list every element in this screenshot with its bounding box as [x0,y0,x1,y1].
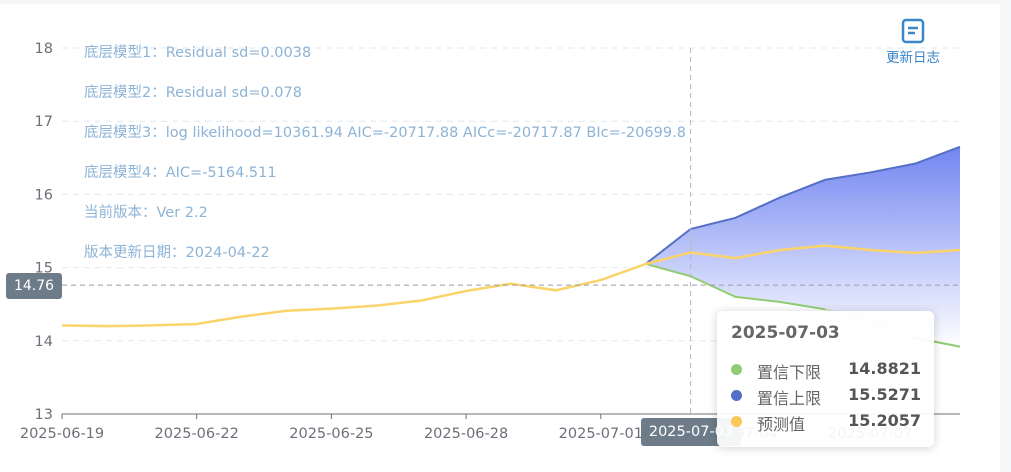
y-tick-label: 17 [35,114,53,130]
tooltip: 2025-07-03 置信下限 14.8821 置信上限 15.5271 预测值… [717,311,934,447]
y-tick-label: 15 [35,261,53,277]
tooltip-value-upper: 15.5271 [848,385,921,404]
document-list-icon [901,18,925,44]
x-tick-label: 2025-06-28 [424,426,508,442]
x-tick-label: 2025-07-01 [559,426,643,442]
y-tick-label: 14 [35,334,53,350]
series-line-lower [645,262,826,311]
tooltip-value-forecast: 15.2057 [848,411,921,430]
tooltip-date: 2025-07-03 [731,323,840,343]
y-tick-label: 18 [35,41,53,57]
series-line-forecast [61,244,961,328]
series-line-upper [645,145,961,265]
model-4-info: 底层模型4：AIC=-5164.511 [84,165,277,181]
model-2-info: 底层模型2：Residual sd=0.078 [84,85,302,101]
y-axis-pointer-label: 14.76 [6,273,62,299]
tooltip-dot-lower [731,364,742,375]
x-tick-label: 2025-06-22 [155,426,239,442]
tooltip-dot-upper [731,390,742,401]
x-tick-label: 2025-06-25 [289,426,373,442]
tooltip-value-lower: 14.8821 [848,359,921,378]
changelog-label: 更新日志 [886,50,940,66]
tooltip-name-upper: 置信上限 [757,389,822,408]
tooltip-name-forecast: 预测值 [757,415,806,434]
tooltip-row-upper: 置信上限 15.5271 [731,385,921,408]
tooltip-row-forecast: 预测值 15.2057 [731,411,921,434]
axis-pointer-lines [62,48,960,414]
model-3-info: 底层模型3：log likelihood=10361.94 AIC=-20717… [84,125,686,141]
changelog-button[interactable]: 更新日志 [880,18,946,66]
model-1-info: 底层模型1：Residual sd=0.0038 [84,45,312,61]
update-date-info: 版本更新日期：2024-04-22 [84,245,270,261]
tooltip-row-lower: 置信下限 14.8821 [731,359,921,382]
tooltip-dot-forecast [731,416,742,427]
version-info: 当前版本：Ver 2.2 [84,205,208,221]
tooltip-name-lower: 置信下限 [757,363,822,382]
y-tick-label: 16 [35,187,53,203]
x-tick-label: 2025-06-19 [20,426,104,442]
y-tick-label: 13 [35,407,53,423]
